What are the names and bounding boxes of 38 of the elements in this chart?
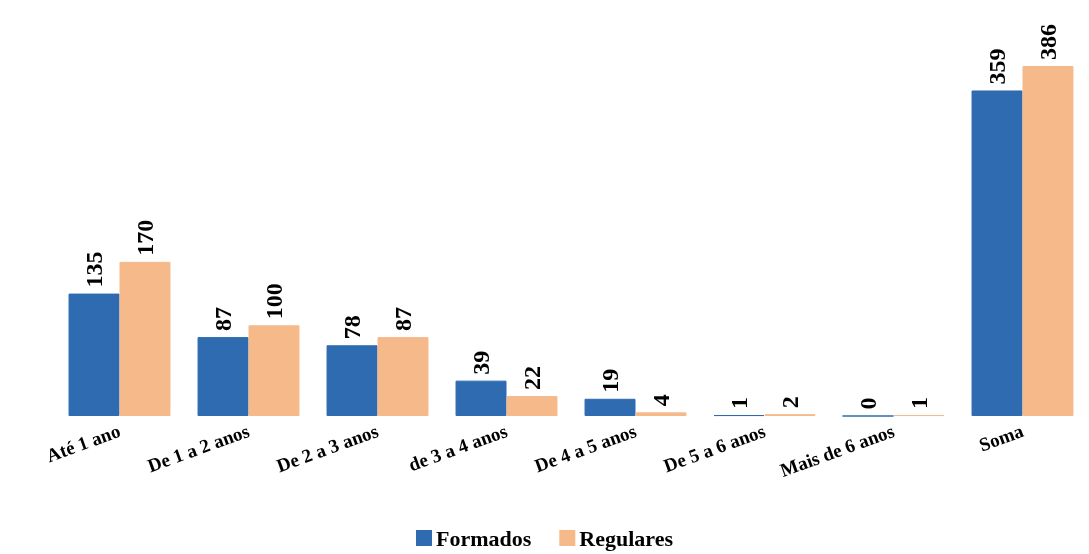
data-label: 1: [905, 397, 932, 410]
x-tick-label: De 4 a 5 anos: [531, 420, 640, 477]
bar: [326, 345, 378, 416]
data-label: 78: [339, 315, 366, 340]
bar: [584, 398, 636, 416]
data-label: 39: [468, 350, 495, 375]
data-label: 87: [210, 307, 237, 332]
legend-label: Regulares: [579, 525, 674, 551]
data-label: 0: [855, 397, 882, 410]
bar: [1022, 66, 1074, 416]
x-tick-label: De 1 a 2 anos: [144, 420, 253, 477]
bar: [68, 293, 120, 416]
bar: [119, 261, 171, 416]
bar: [197, 337, 249, 416]
data-label: 359: [984, 48, 1011, 85]
bar: [635, 412, 687, 416]
x-tick-label: de 3 a 4 anos: [405, 420, 511, 476]
data-label: 19: [597, 368, 624, 393]
data-label: 100: [260, 283, 287, 320]
x-tick-label: De 2 a 3 anos: [273, 420, 382, 477]
data-label: 170: [131, 219, 158, 256]
bar: [971, 90, 1023, 416]
bar: [377, 337, 429, 416]
legend-label: Formados: [435, 525, 532, 551]
data-label: 4: [647, 394, 674, 407]
bar: [455, 380, 507, 416]
bar: [506, 396, 558, 416]
data-label: 386: [1034, 24, 1061, 60]
data-label: 135: [81, 251, 108, 288]
x-tick-label: Até 1 ano: [43, 420, 124, 467]
x-tick-label: Soma: [976, 419, 1027, 456]
data-label: 22: [518, 366, 545, 391]
data-label: 87: [389, 307, 416, 332]
x-tick-label: De 5 a 6 anos: [660, 420, 769, 477]
x-tick-label: Mais de 6 anos: [777, 420, 898, 481]
data-label: 2: [776, 396, 803, 409]
data-label: 1: [726, 397, 753, 410]
bar: [248, 325, 300, 416]
